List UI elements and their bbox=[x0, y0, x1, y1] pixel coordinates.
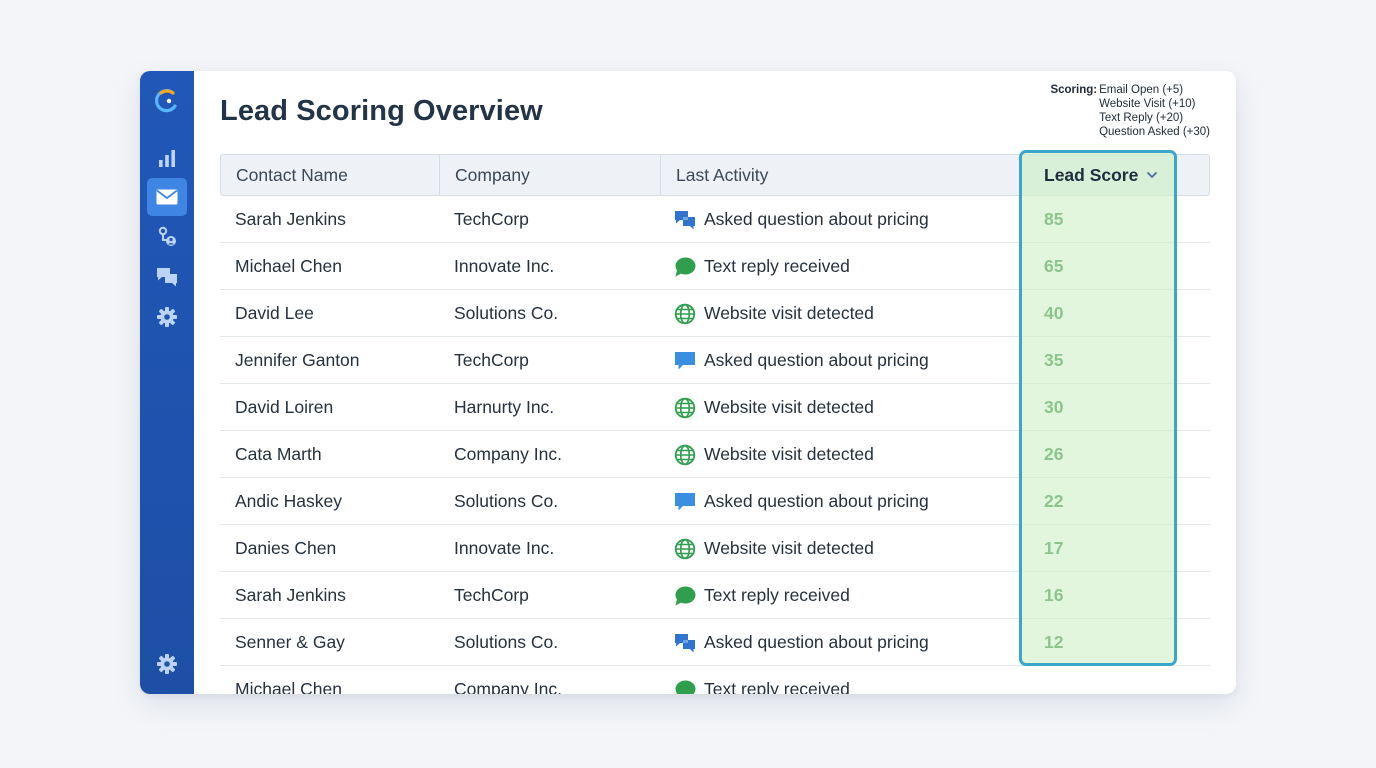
scoring-legend-item: Text Reply (+20) bbox=[1099, 112, 1184, 124]
lead-score-value: 65 bbox=[1044, 256, 1064, 276]
contact-name[interactable]: Michael Chen bbox=[235, 679, 342, 694]
contact-name[interactable]: David Loiren bbox=[235, 397, 334, 417]
contact-name[interactable]: Andic Haskey bbox=[235, 491, 342, 511]
scoring-legend-label: Scoring: bbox=[1050, 84, 1098, 96]
company-name: Company Inc. bbox=[454, 679, 562, 694]
last-activity: Website visit detected bbox=[704, 444, 874, 464]
gear-icon bbox=[157, 654, 177, 674]
table-row[interactable]: Jennifer Ganton TechCorp Asked question ab… bbox=[220, 337, 1210, 384]
sidebar bbox=[140, 71, 194, 694]
chat-bubbles-icon bbox=[674, 209, 696, 231]
page-title: Lead Scoring Overview bbox=[220, 95, 543, 127]
column-divider bbox=[660, 155, 661, 195]
column-header-lead-score[interactable]: Lead Score bbox=[1044, 155, 1158, 195]
app-window: Lead Scoring Overview Scoring: Email Ope… bbox=[140, 71, 1236, 694]
last-activity: Website visit detected bbox=[704, 303, 874, 323]
table-row[interactable]: David Loiren Harnurty Inc. Website visit d… bbox=[220, 384, 1210, 431]
table-row[interactable]: Michael Chen Company Inc. Text reply recei… bbox=[220, 666, 1210, 694]
table-body: Sarah Jenkins TechCorp Asked question abou… bbox=[220, 196, 1210, 694]
lead-score-value: 40 bbox=[1044, 303, 1064, 323]
lead-score-value: 85 bbox=[1044, 209, 1064, 229]
last-activity: Asked question about pricing bbox=[704, 632, 929, 652]
chat-bubbles-icon bbox=[157, 268, 177, 287]
company-name: Harnurty Inc. bbox=[454, 397, 555, 417]
chat-bubbles-icon bbox=[674, 632, 696, 654]
bar-chart-icon bbox=[159, 150, 175, 167]
scoring-legend-item: Question Asked (+30) bbox=[1099, 126, 1210, 138]
table-row[interactable]: Senner & Gay Solutions Co. Asked question … bbox=[220, 619, 1210, 666]
lead-score-value: 12 bbox=[1044, 632, 1064, 652]
contact-name[interactable]: David Lee bbox=[235, 303, 314, 323]
scoring-legend-item: Email Open (+5) bbox=[1099, 84, 1184, 96]
chat-bubble-icon bbox=[674, 491, 696, 513]
last-activity: Asked question about pricing bbox=[704, 209, 929, 229]
lead-score-value: 30 bbox=[1044, 397, 1064, 417]
sidebar-item-settings-bottom[interactable] bbox=[147, 645, 187, 683]
sidebar-item-messages[interactable] bbox=[147, 258, 187, 296]
text-bubble-icon bbox=[674, 679, 696, 694]
company-name: TechCorp bbox=[454, 209, 529, 229]
column-header-company[interactable]: Company bbox=[455, 165, 530, 185]
lead-score-value: 35 bbox=[1044, 350, 1064, 370]
company-name: Company Inc. bbox=[454, 444, 562, 464]
company-name: Solutions Co. bbox=[454, 632, 559, 652]
company-name: Innovate Inc. bbox=[454, 256, 555, 276]
company-name: Solutions Co. bbox=[454, 303, 559, 323]
company-name: TechCorp bbox=[454, 585, 529, 605]
column-header-activity[interactable]: Last Activity bbox=[676, 165, 769, 185]
text-bubble-icon bbox=[674, 585, 696, 607]
sidebar-item-contacts[interactable] bbox=[147, 218, 187, 256]
last-activity: Website visit detected bbox=[704, 538, 874, 558]
gear-icon bbox=[157, 307, 177, 327]
chevron-down-icon bbox=[1147, 172, 1158, 178]
sidebar-item-email[interactable] bbox=[147, 178, 187, 216]
globe-icon bbox=[674, 303, 696, 325]
globe-icon bbox=[674, 397, 696, 419]
table-row[interactable]: Sarah Jenkins TechCorp Asked question abou… bbox=[220, 196, 1210, 243]
last-activity: Text reply received bbox=[704, 585, 850, 605]
sidebar-item-settings[interactable] bbox=[147, 298, 187, 336]
lead-score-value: 17 bbox=[1044, 538, 1064, 558]
contact-name[interactable]: Senner & Gay bbox=[235, 632, 345, 652]
leads-table: Contact Name Company Last Activity Sarah… bbox=[220, 154, 1210, 694]
table-row[interactable]: Danies Chen Innovate Inc. Website visit de… bbox=[220, 525, 1210, 572]
text-bubble-icon bbox=[674, 256, 696, 278]
chat-bubble-icon bbox=[674, 350, 696, 372]
contact-name[interactable]: Cata Marth bbox=[235, 444, 322, 464]
column-divider bbox=[439, 155, 440, 195]
contact-name[interactable]: Michael Chen bbox=[235, 256, 342, 276]
table-row[interactable]: Sarah Jenkins TechCorp Text reply received… bbox=[220, 572, 1210, 619]
table-row[interactable]: Michael Chen Innovate Inc. Text reply rece… bbox=[220, 243, 1210, 290]
globe-icon bbox=[674, 538, 696, 560]
contact-name[interactable]: Sarah Jenkins bbox=[235, 209, 346, 229]
scoring-legend-item: Website Visit (+10) bbox=[1099, 98, 1196, 110]
contact-name[interactable]: Danies Chen bbox=[235, 538, 337, 558]
company-name: Innovate Inc. bbox=[454, 538, 555, 558]
envelope-icon bbox=[156, 189, 178, 205]
contacts-icon bbox=[158, 226, 176, 246]
last-activity: Text reply received bbox=[704, 679, 850, 694]
lead-score-value: 16 bbox=[1044, 585, 1064, 605]
scoring-legend: Scoring: Email Open (+5) Website Visit (… bbox=[1050, 83, 1210, 139]
contact-name[interactable]: Sarah Jenkins bbox=[235, 585, 346, 605]
lead-score-value: 22 bbox=[1044, 491, 1064, 511]
company-name: Solutions Co. bbox=[454, 491, 559, 511]
logo-icon bbox=[154, 89, 177, 113]
last-activity: Asked question about pricing bbox=[704, 491, 929, 511]
sidebar-item-analytics[interactable] bbox=[147, 139, 187, 177]
table-row[interactable]: Andic Haskey Solutions Co. Asked question … bbox=[220, 478, 1210, 525]
globe-icon bbox=[674, 444, 696, 466]
table-row[interactable]: Cata Marth Company Inc. Website visit dete… bbox=[220, 431, 1210, 478]
column-header-contact[interactable]: Contact Name bbox=[236, 165, 348, 185]
lead-score-header-label: Lead Score bbox=[1044, 165, 1139, 185]
company-name: TechCorp bbox=[454, 350, 529, 370]
contact-name[interactable]: Jennifer Ganton bbox=[235, 350, 360, 370]
last-activity: Asked question about pricing bbox=[704, 350, 929, 370]
last-activity: Website visit detected bbox=[704, 397, 874, 417]
last-activity: Text reply received bbox=[704, 256, 850, 276]
lead-score-value: 26 bbox=[1044, 444, 1064, 464]
table-row[interactable]: David Lee Solutions Co. Website visit dete… bbox=[220, 290, 1210, 337]
